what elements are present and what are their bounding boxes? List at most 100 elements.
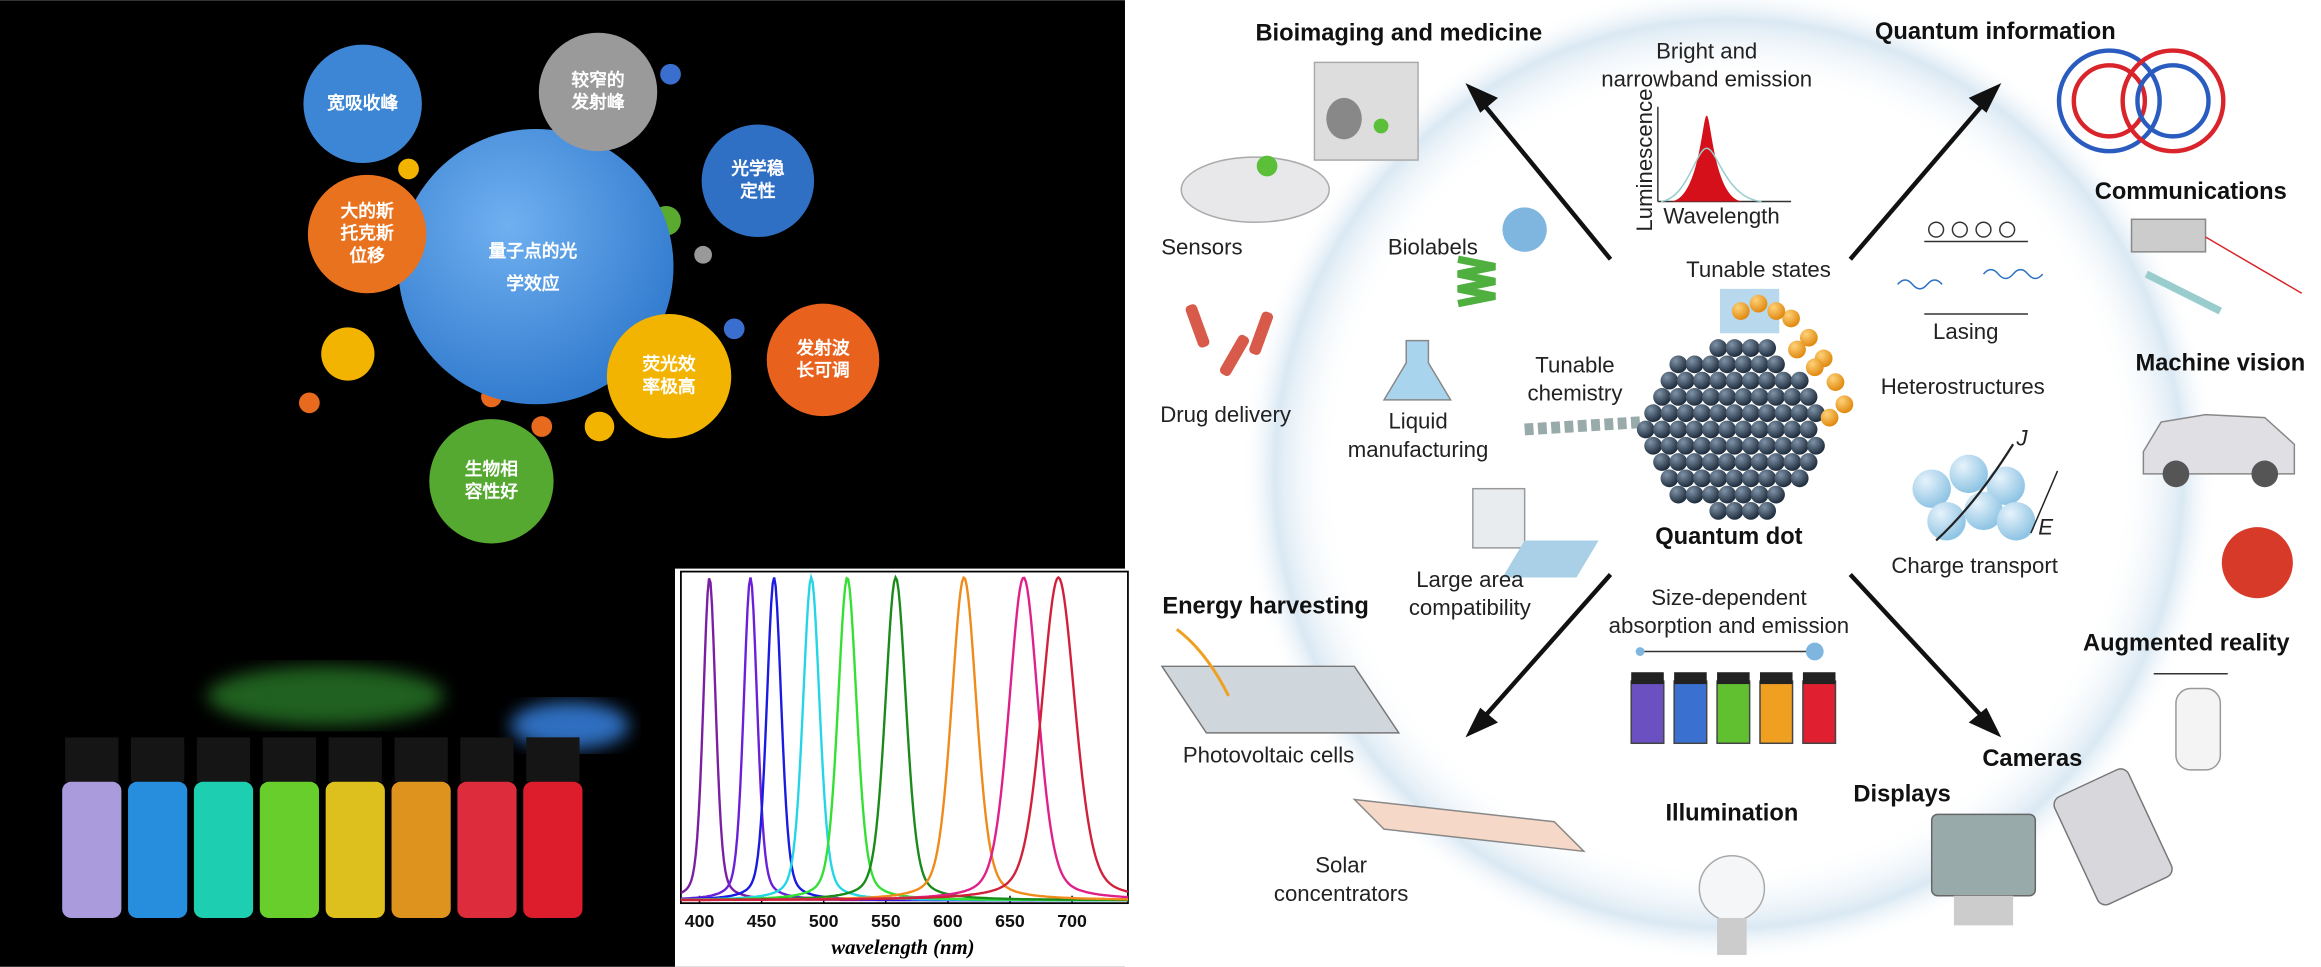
- shell-atom: [1820, 408, 1839, 427]
- vial: [457, 781, 517, 918]
- feature-label: Liquid: [1388, 409, 1447, 434]
- atom: [1725, 436, 1744, 455]
- feature-label: narrowband emission: [1601, 67, 1812, 92]
- small-dot: [531, 416, 553, 437]
- shell-atom: [1835, 395, 1854, 414]
- atom: [1741, 339, 1760, 357]
- bubble: [303, 44, 422, 164]
- bubble-label: 宽吸收峰: [326, 92, 398, 114]
- vial-cap: [196, 737, 251, 782]
- center-label: 学效应: [506, 272, 560, 294]
- atom: [1718, 453, 1737, 471]
- atom: [1750, 485, 1769, 504]
- bubble-label: 荧光效: [642, 353, 696, 375]
- vial: [259, 781, 319, 918]
- atom: [1734, 420, 1753, 439]
- x-axis-label: wavelength (nm): [831, 937, 974, 959]
- vial-cap: [460, 737, 514, 782]
- feature-label: J: [2015, 426, 2028, 451]
- atom: [1783, 388, 1802, 406]
- atom: [1653, 388, 1671, 406]
- atom: [1774, 436, 1793, 455]
- center-bubble: [398, 128, 674, 405]
- x-tick-label: 400: [685, 911, 715, 931]
- feature-label: Bright and: [1656, 39, 1757, 64]
- atom: [1660, 436, 1679, 455]
- bubble: [606, 314, 732, 439]
- atom: [1709, 339, 1728, 357]
- feature-label: Tunable states: [1686, 257, 1831, 282]
- emission-peak: [680, 575, 1129, 902]
- atom: [1701, 453, 1720, 471]
- application-label: Machine vision: [2135, 351, 2305, 377]
- bubble: [766, 303, 880, 417]
- vial-cap: [394, 737, 448, 782]
- atom: [1767, 388, 1785, 406]
- bubble-label: 容性好: [465, 480, 519, 502]
- atom: [1653, 453, 1671, 471]
- atom: [1676, 404, 1695, 423]
- feature-label: Photovoltaic cells: [1183, 742, 1354, 767]
- small-dot: [398, 158, 419, 180]
- atom: [1734, 485, 1753, 504]
- application-label: Communications: [2095, 179, 2287, 205]
- diagram-labels: Bioimaging and medicine Quantum informati…: [1160, 19, 2305, 906]
- bubble-label: 发射峰: [570, 91, 625, 113]
- atom: [1725, 339, 1744, 357]
- atom: [1807, 436, 1825, 455]
- shell-atom: [1782, 309, 1800, 328]
- atom: [1741, 371, 1760, 390]
- application-label: Energy harvesting: [1162, 593, 1369, 619]
- atom: [1790, 404, 1809, 423]
- atom: [1709, 404, 1728, 423]
- atom: [1685, 388, 1704, 406]
- atom: [1725, 404, 1744, 423]
- atom: [1741, 469, 1760, 488]
- application-label: Cameras: [1982, 746, 2082, 772]
- atom: [1790, 469, 1809, 488]
- atom: [1709, 436, 1728, 455]
- feature-label: manufacturing: [1348, 437, 1489, 462]
- small-dot: [584, 411, 615, 442]
- feature-label: Large area: [1416, 567, 1524, 592]
- feature-label: Sensors: [1161, 235, 1242, 260]
- atom: [1734, 355, 1753, 374]
- atom: [1685, 485, 1704, 504]
- atom: [1741, 436, 1760, 455]
- shell-atom: [1767, 302, 1786, 320]
- feature-label: Charge transport: [1891, 553, 2058, 578]
- atom: [1774, 404, 1793, 423]
- bubble-label: 长可调: [796, 360, 849, 381]
- atom: [1693, 404, 1711, 423]
- application-label: Quantum dot: [1655, 524, 1802, 550]
- atom: [1718, 388, 1737, 406]
- feature-label: Biolabels: [1388, 235, 1478, 260]
- atom: [1725, 502, 1744, 520]
- atom: [1669, 453, 1688, 471]
- bubble-label: 位移: [349, 244, 385, 266]
- atom: [1767, 420, 1785, 439]
- atom: [1783, 420, 1802, 439]
- atom: [1660, 371, 1679, 390]
- feature-label: absorption and emission: [1609, 613, 1850, 638]
- spectrum-chart: 400 450 500 550 600 650 700: [680, 572, 1129, 931]
- atom: [1701, 485, 1720, 504]
- plot-frame: [680, 570, 1129, 905]
- atom: [1669, 485, 1688, 504]
- vial-cap: [131, 737, 185, 782]
- application-label: Illumination: [1665, 801, 1798, 827]
- atom: [1767, 453, 1785, 471]
- feature-label: chemistry: [1527, 381, 1623, 406]
- atom: [1767, 485, 1785, 504]
- shell-atom: [1731, 302, 1750, 320]
- bubble-label: 生物相: [465, 458, 518, 480]
- feature-label: concentrators: [1274, 881, 1408, 906]
- atom: [1790, 371, 1809, 390]
- atom: [1718, 420, 1737, 439]
- feature-label: Drug delivery: [1160, 402, 1292, 427]
- atom: [1750, 420, 1769, 439]
- bubble-label: 定性: [740, 180, 776, 202]
- atom: [1693, 469, 1711, 488]
